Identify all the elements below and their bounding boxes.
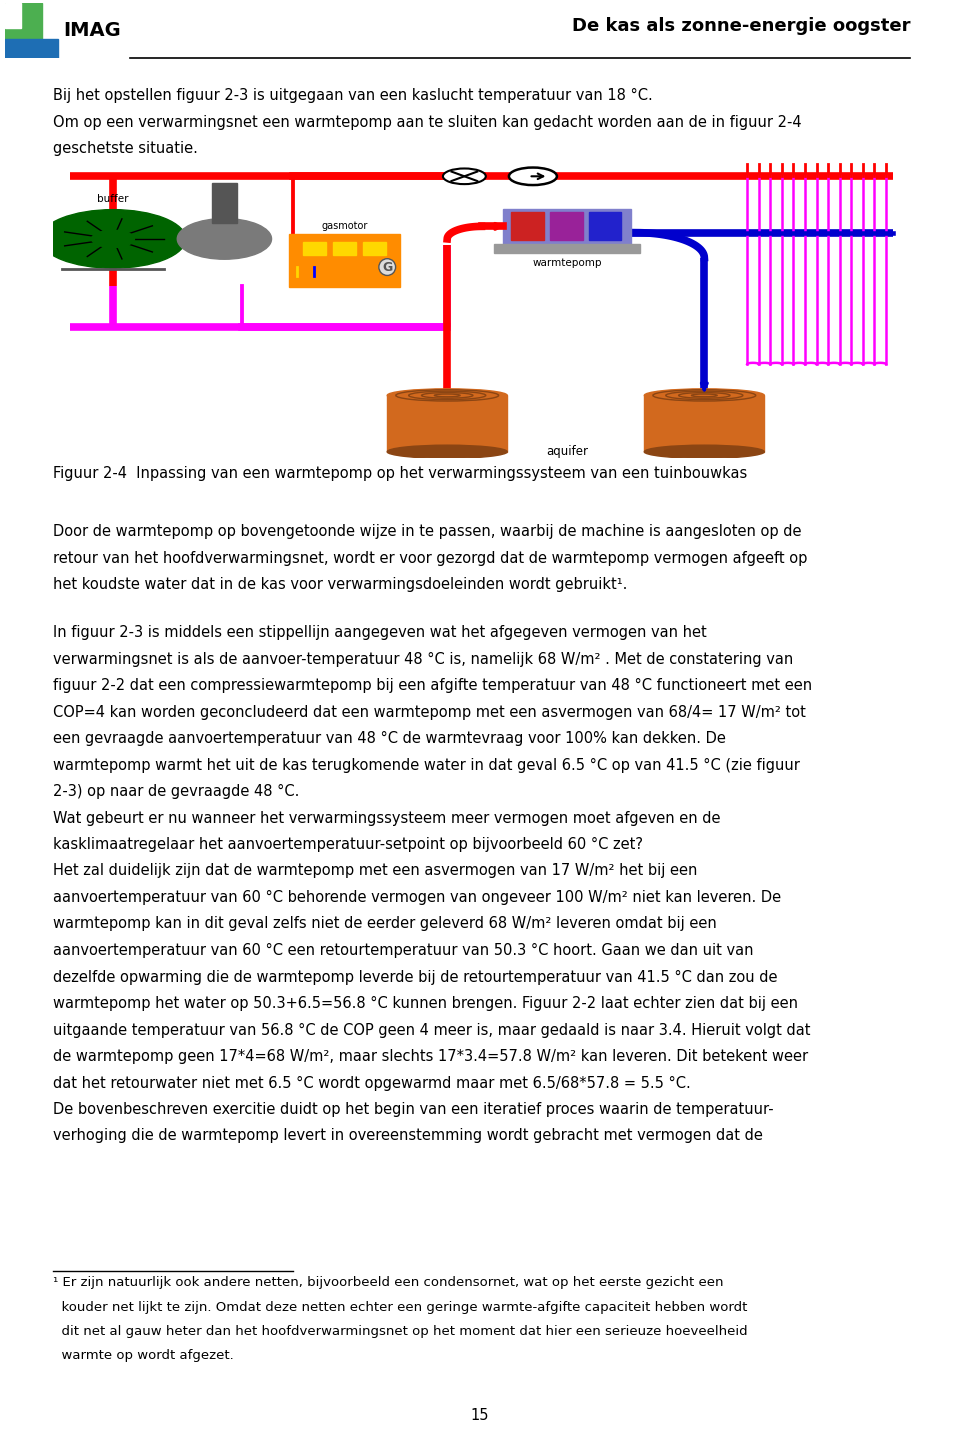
Ellipse shape — [91, 231, 134, 248]
Text: IMAG: IMAG — [63, 20, 121, 40]
Text: Om op een verwarmingsnet een warmtepomp aan te sluiten kan gedacht worden aan de: Om op een verwarmingsnet een warmtepomp … — [53, 114, 802, 130]
Ellipse shape — [40, 209, 186, 268]
Ellipse shape — [644, 446, 764, 459]
Circle shape — [509, 167, 557, 185]
Text: Figuur 2-4  Inpassing van een warmtepomp op het verwarmingssysteem van een tuinb: Figuur 2-4 Inpassing van een warmtepomp … — [53, 466, 747, 481]
Text: geschetste situatie.: geschetste situatie. — [53, 141, 198, 156]
Text: retour van het hoofdverwarmingsnet, wordt er voor gezorgd dat de warmtepomp verm: retour van het hoofdverwarmingsnet, word… — [53, 551, 807, 566]
Text: De bovenbeschreven exercitie duidt op het begin van een iteratief proces waarin : De bovenbeschreven exercitie duidt op he… — [53, 1102, 774, 1117]
Bar — [588, 212, 621, 241]
Bar — [512, 212, 544, 241]
Bar — [289, 234, 400, 287]
Ellipse shape — [178, 218, 272, 260]
Text: verwarmingsnet is als de aanvoer-temperatuur 48 °C is, namelijk 68 W/m² . Met de: verwarmingsnet is als de aanvoer-tempera… — [53, 651, 793, 667]
Text: warmte op wordt afgezet.: warmte op wordt afgezet. — [53, 1349, 233, 1362]
Bar — [503, 209, 632, 244]
Bar — [644, 395, 764, 452]
Bar — [5, 3, 42, 42]
Bar — [5, 39, 58, 58]
Text: verhoging die de warmtepomp levert in overeenstemming wordt gebracht met vermoge: verhoging die de warmtepomp levert in ov… — [53, 1128, 763, 1143]
Text: Door de warmtepomp op bovengetoonde wijze in te passen, waarbij de machine is aa: Door de warmtepomp op bovengetoonde wijz… — [53, 524, 802, 540]
Text: dat het retourwater niet met 6.5 °C wordt opgewarmd maar met 6.5/68*57.8 = 5.5 °: dat het retourwater niet met 6.5 °C word… — [53, 1075, 691, 1091]
Text: aanvoertemperatuur van 60 °C een retourtemperatuur van 50.3 °C hoort. Gaan we da: aanvoertemperatuur van 60 °C een retourt… — [53, 942, 754, 958]
Text: warmtepomp het water op 50.3+6.5=56.8 °C kunnen brengen. Figuur 2-2 laat echter : warmtepomp het water op 50.3+6.5=56.8 °C… — [53, 996, 798, 1012]
Text: Wat gebeurt er nu wanneer het verwarmingssysteem meer vermogen moet afgeven en d: Wat gebeurt er nu wanneer het verwarming… — [53, 811, 721, 825]
Text: de warmtepomp geen 17*4=68 W/m², maar slechts 17*3.4=57.8 W/m² kan leveren. Dit : de warmtepomp geen 17*4=68 W/m², maar sl… — [53, 1049, 808, 1063]
Text: uitgaande temperatuur van 56.8 °C de COP geen 4 meer is, maar gedaald is naar 3.: uitgaande temperatuur van 56.8 °C de COP… — [53, 1023, 810, 1038]
Text: aquifer: aquifer — [546, 444, 588, 457]
Text: Bij het opstellen figuur 2-3 is uitgegaan van een kaslucht temperatuur van 18 °C: Bij het opstellen figuur 2-3 is uitgegaa… — [53, 88, 653, 102]
Text: buffer: buffer — [97, 195, 129, 205]
Text: figuur 2-2 dat een compressiewarmtepomp bij een afgifte temperatuur van 48 °C fu: figuur 2-2 dat een compressiewarmtepomp … — [53, 678, 812, 693]
Bar — [5, 3, 21, 27]
Text: dezelfde opwarming die de warmtepomp leverde bij de retourtemperatuur van 41.5 °: dezelfde opwarming die de warmtepomp lev… — [53, 970, 778, 984]
Bar — [211, 183, 237, 224]
Text: kasklimaatregelaar het aanvoertemperatuur-setpoint op bijvoorbeeld 60 °C zet?: kasklimaatregelaar het aanvoertemperatuu… — [53, 837, 643, 851]
Text: COP=4 kan worden geconcludeerd dat een warmtepomp met een asvermogen van 68/4= 1: COP=4 kan worden geconcludeerd dat een w… — [53, 704, 805, 720]
Text: 2-3) op naar de gevraagde 48 °C.: 2-3) op naar de gevraagde 48 °C. — [53, 784, 300, 799]
Bar — [387, 395, 507, 452]
Text: ¹ Er zijn natuurlijk ook andere netten, bijvoorbeeld een condensornet, wat op he: ¹ Er zijn natuurlijk ook andere netten, … — [53, 1276, 724, 1289]
Bar — [494, 244, 640, 253]
Bar — [550, 212, 583, 241]
Text: dit net al gauw heter dan het hoofdverwarmingsnet op het moment dat hier een ser: dit net al gauw heter dan het hoofdverwa… — [53, 1325, 748, 1338]
Text: kouder net lijkt te zijn. Omdat deze netten echter een geringe warmte-afgifte ca: kouder net lijkt te zijn. Omdat deze net… — [53, 1300, 748, 1313]
Text: aanvoertemperatuur van 60 °C behorende vermogen van ongeveer 100 W/m² niet kan l: aanvoertemperatuur van 60 °C behorende v… — [53, 890, 781, 905]
Text: warmtepomp: warmtepomp — [533, 258, 602, 268]
Text: G: G — [382, 261, 393, 274]
Text: 15: 15 — [470, 1408, 490, 1423]
Bar — [303, 242, 325, 254]
Bar — [363, 242, 386, 254]
Text: Het zal duidelijk zijn dat de warmtepomp met een asvermogen van 17 W/m² het bij : Het zal duidelijk zijn dat de warmtepomp… — [53, 863, 697, 879]
Text: een gevraagde aanvoertemperatuur van 48 °C de warmtevraag voor 100% kan dekken. : een gevraagde aanvoertemperatuur van 48 … — [53, 732, 726, 746]
Ellipse shape — [387, 388, 507, 403]
Text: warmtepomp warmt het uit de kas terugkomende water in dat geval 6.5 °C op van 41: warmtepomp warmt het uit de kas terugkom… — [53, 758, 800, 772]
Text: warmtepomp kan in dit geval zelfs niet de eerder geleverd 68 W/m² leveren omdat : warmtepomp kan in dit geval zelfs niet d… — [53, 916, 717, 932]
Circle shape — [443, 169, 486, 185]
Ellipse shape — [387, 446, 507, 459]
Bar — [333, 242, 355, 254]
Text: In figuur 2-3 is middels een stippellijn aangegeven wat het afgegeven vermogen v: In figuur 2-3 is middels een stippellijn… — [53, 625, 707, 641]
Text: het koudste water dat in de kas voor verwarmingsdoeleinden wordt gebruikt¹.: het koudste water dat in de kas voor ver… — [53, 577, 628, 592]
Text: gasmotor: gasmotor — [322, 221, 368, 231]
Ellipse shape — [644, 388, 764, 403]
Text: De kas als zonne-energie oogster: De kas als zonne-energie oogster — [571, 17, 910, 35]
Text: ketel: ketel — [211, 205, 237, 215]
